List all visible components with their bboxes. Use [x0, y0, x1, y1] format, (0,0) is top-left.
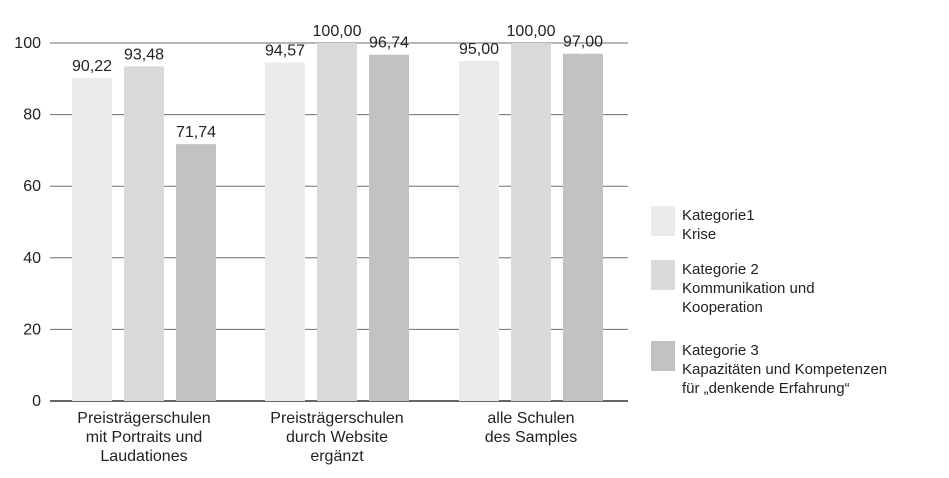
- legend-label: Kategorie 3 Kapazitäten und Kompetenzen fü…: [682, 342, 887, 397]
- legend-swatch: [651, 260, 675, 290]
- data-labels: 90,22 93,48 71,74 94,57 100,00 96,74 95,00 100,…: [72, 23, 603, 141]
- bar: [72, 78, 112, 402]
- bar: [176, 144, 216, 401]
- y-tick-label: 80: [23, 107, 41, 124]
- legend-swatch: [651, 341, 675, 371]
- data-label: 90,22: [72, 58, 112, 75]
- legend-label: Kategorie1 Krise: [682, 207, 755, 243]
- category-label: Preisträgerschulen durch Website ergänzt: [270, 410, 403, 465]
- data-label: 93,48: [124, 46, 164, 63]
- category-label: alle Schulen des Samples: [485, 410, 578, 446]
- y-tick-label: 40: [23, 250, 41, 267]
- data-label: 100,00: [313, 23, 362, 40]
- y-tick-label: 60: [23, 178, 41, 195]
- legend-swatch: [651, 206, 675, 236]
- data-label: 100,00: [507, 23, 556, 40]
- y-axis: 0 20 40 60 80 100: [14, 35, 41, 410]
- bar: [459, 60, 499, 402]
- bar: [563, 53, 603, 402]
- data-label: 71,74: [176, 124, 216, 141]
- data-label: 96,74: [369, 35, 409, 52]
- bar: [511, 43, 551, 401]
- data-label: 94,57: [265, 42, 305, 59]
- y-tick-label: 100: [14, 35, 41, 52]
- data-label: 97,00: [563, 34, 603, 51]
- legend-label: Kategorie 2 Kommunikation und Kooperation: [682, 261, 815, 316]
- category-label: Preisträgerschulen mit Portraits und Lauda…: [77, 410, 210, 465]
- bar: [369, 54, 409, 401]
- y-tick-label: 0: [32, 393, 41, 410]
- legend: Kategorie1 Krise Kategorie 2 Kommunikation …: [651, 206, 887, 397]
- bars: [72, 43, 603, 402]
- data-label: 95,00: [459, 41, 499, 58]
- x-axis: Preisträgerschulen mit Portraits und Lauda…: [77, 410, 577, 465]
- bar: [265, 62, 305, 402]
- bar: [124, 66, 164, 401]
- bar: [317, 43, 357, 401]
- y-tick-label: 20: [23, 321, 41, 338]
